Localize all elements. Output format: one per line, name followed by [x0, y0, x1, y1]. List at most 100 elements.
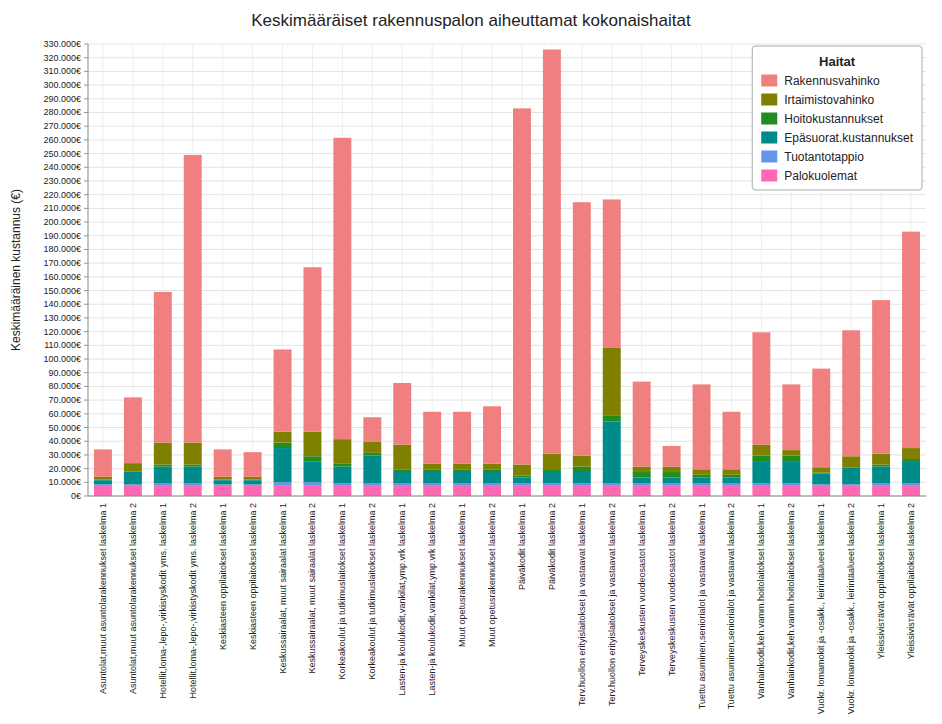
bar-segment	[543, 485, 561, 496]
bar-segment	[603, 416, 621, 421]
bar-segment	[693, 478, 711, 483]
y-tick	[84, 57, 88, 58]
bar-segment	[303, 456, 321, 461]
y-axis-label: Keskimääräinen kustannus (€)	[9, 189, 23, 351]
bar-segment	[453, 469, 471, 472]
bar-segment	[184, 485, 202, 496]
bar-segment	[453, 485, 471, 496]
y-tick-label: 280.000€	[43, 107, 81, 117]
x-tick-label: Terveyskeskusten vuodeosastot laskelma 1	[637, 503, 647, 676]
bar-segment	[483, 485, 501, 496]
x-tick-label: Asuntolat,muut asuntolarakennukset laske…	[98, 503, 108, 694]
x-tick-label: Hotellit,loma-,lepo-,virkistyskodit yms.…	[158, 503, 168, 699]
bar-segment	[154, 464, 172, 466]
y-tick-labels: 0€10.000€20.000€30.000€40.000€50.000€60.…	[43, 39, 88, 501]
bar-segment	[782, 461, 800, 483]
x-tick-label: Korkeakoulut ja tutkimuslaitokset laskel…	[337, 503, 347, 680]
bar-segment	[483, 464, 501, 469]
y-tick	[84, 482, 88, 483]
bar-segment	[274, 432, 292, 443]
bar-segment	[782, 450, 800, 455]
y-tick	[84, 263, 88, 264]
bar-segment	[94, 480, 112, 484]
bar-segment	[333, 439, 351, 464]
bar-segment	[812, 473, 830, 484]
x-grid-line	[222, 44, 223, 496]
x-tick-label: Yleissivisтävät oppilaitokset laskelma 2	[906, 503, 916, 659]
bar-segment	[872, 467, 890, 483]
x-tick-label: Muut opetusrakennukset laskelma 1	[457, 503, 467, 647]
y-grid-line	[88, 208, 926, 209]
y-tick-label: 240.000€	[43, 162, 81, 172]
y-grid-line	[88, 372, 926, 373]
y-tick-label: 100.000€	[43, 354, 81, 364]
y-grid-line	[88, 331, 926, 332]
y-tick	[84, 441, 88, 442]
x-grid-line	[671, 44, 672, 496]
y-tick-label: 170.000€	[43, 258, 81, 268]
bar-segment	[722, 469, 740, 474]
y-tick	[84, 153, 88, 154]
y-tick	[84, 359, 88, 360]
bar-segment	[603, 485, 621, 496]
bar-segment	[124, 463, 142, 471]
y-tick	[84, 71, 88, 72]
bar-segment	[722, 483, 740, 485]
bar-segment	[154, 292, 172, 443]
x-tick-label: Päiväkodit laskelma 1	[517, 503, 527, 590]
bar-segment	[453, 483, 471, 485]
bar-segment	[483, 483, 501, 485]
bar-segment	[573, 202, 591, 455]
y-grid-line	[88, 235, 926, 236]
y-tick-label: 160.000€	[43, 272, 81, 282]
bar-segment	[902, 461, 920, 483]
y-tick	[84, 208, 88, 209]
chart-svg: Keskimääräiset rakennuspalon aiheuttamat…	[0, 0, 942, 724]
bar-segment	[872, 485, 890, 496]
chart-container: Keskimääräiset rakennuspalon aiheuttamat…	[0, 0, 942, 724]
y-tick-label: 330.000€	[43, 39, 81, 49]
bar-segment	[573, 467, 591, 472]
title: Keskimääräiset rakennuspalon aiheuttamat…	[251, 11, 691, 30]
bar-segment	[573, 485, 591, 496]
y-grid-line	[88, 276, 926, 277]
y-tick	[84, 249, 88, 250]
bar-segment	[333, 464, 351, 467]
bar-segment	[722, 475, 740, 478]
bar-segment	[603, 421, 621, 483]
bar-segment	[363, 453, 381, 456]
y-tick-label: 0€	[71, 491, 81, 501]
bar-segment	[124, 485, 142, 496]
y-tick	[84, 180, 88, 181]
bar-segment	[214, 485, 232, 496]
y-tick	[84, 331, 88, 332]
bar-segment	[184, 443, 202, 465]
bar-segment	[663, 483, 681, 485]
bar-segment	[303, 462, 321, 483]
bar-segment	[902, 232, 920, 448]
bar-segment	[513, 478, 531, 483]
x-tick-label: Keskussairaalat, muut sairaalat laskelma…	[278, 503, 288, 674]
y-tick	[84, 235, 88, 236]
bar-segment	[902, 485, 920, 496]
bar-segment	[543, 483, 561, 485]
bar-segment	[184, 483, 202, 485]
bar-segment	[752, 461, 770, 483]
bar-segment	[453, 412, 471, 464]
y-tick-label: 150.000€	[43, 286, 81, 296]
bar-segment	[274, 443, 292, 448]
bar-segment	[393, 485, 411, 496]
bar-segment	[633, 485, 651, 496]
bar-segment	[573, 456, 591, 467]
bar-segment	[782, 483, 800, 485]
y-tick-label: 190.000€	[43, 231, 81, 241]
bar-segment	[393, 383, 411, 445]
bar-segment	[513, 483, 531, 485]
bar-segment	[94, 449, 112, 476]
y-grid-line	[88, 44, 926, 45]
x-tick-label: Tuettu asuminen,seniorialot ja vastaavat…	[726, 503, 736, 709]
x-tick-label: Hotellit,loma-,lepo-,virkistyskodit yms.…	[188, 503, 198, 699]
bar-segment	[453, 464, 471, 469]
bar-segment	[812, 467, 830, 472]
bar-segment	[842, 456, 860, 467]
